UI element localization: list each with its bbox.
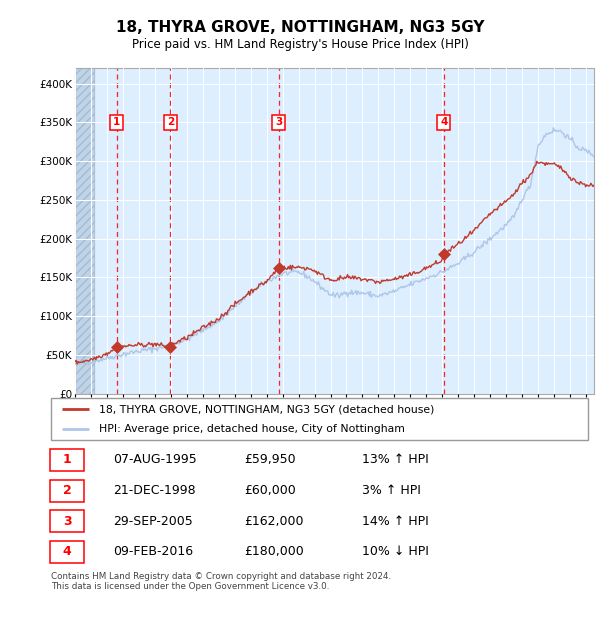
Text: Contains HM Land Registry data © Crown copyright and database right 2024.
This d: Contains HM Land Registry data © Crown c… <box>51 572 391 591</box>
Text: £162,000: £162,000 <box>244 515 304 528</box>
FancyBboxPatch shape <box>50 479 84 502</box>
Text: 3: 3 <box>275 117 282 128</box>
Text: 21-DEC-1998: 21-DEC-1998 <box>113 484 196 497</box>
Text: 3: 3 <box>63 515 71 528</box>
FancyBboxPatch shape <box>50 541 84 563</box>
Text: 10% ↓ HPI: 10% ↓ HPI <box>362 546 430 559</box>
Text: £59,950: £59,950 <box>244 453 296 466</box>
Text: £60,000: £60,000 <box>244 484 296 497</box>
Text: 18, THYRA GROVE, NOTTINGHAM, NG3 5GY (detached house): 18, THYRA GROVE, NOTTINGHAM, NG3 5GY (de… <box>100 404 435 414</box>
Text: 14% ↑ HPI: 14% ↑ HPI <box>362 515 429 528</box>
Text: 3% ↑ HPI: 3% ↑ HPI <box>362 484 421 497</box>
Text: Price paid vs. HM Land Registry's House Price Index (HPI): Price paid vs. HM Land Registry's House … <box>131 38 469 51</box>
Text: 29-SEP-2005: 29-SEP-2005 <box>113 515 193 528</box>
Text: 07-AUG-1995: 07-AUG-1995 <box>113 453 197 466</box>
Text: 1: 1 <box>113 117 120 128</box>
Bar <box>75 68 94 394</box>
Text: 4: 4 <box>63 546 71 559</box>
FancyBboxPatch shape <box>50 510 84 533</box>
Bar <box>75 68 94 394</box>
Text: 18, THYRA GROVE, NOTTINGHAM, NG3 5GY: 18, THYRA GROVE, NOTTINGHAM, NG3 5GY <box>116 20 484 35</box>
FancyBboxPatch shape <box>50 449 84 471</box>
Text: 2: 2 <box>167 117 174 128</box>
Text: 1: 1 <box>63 453 71 466</box>
Text: 2: 2 <box>63 484 71 497</box>
Text: 4: 4 <box>440 117 448 128</box>
Text: HPI: Average price, detached house, City of Nottingham: HPI: Average price, detached house, City… <box>100 424 405 434</box>
Text: 09-FEB-2016: 09-FEB-2016 <box>113 546 193 559</box>
Text: £180,000: £180,000 <box>244 546 304 559</box>
Text: 13% ↑ HPI: 13% ↑ HPI <box>362 453 429 466</box>
